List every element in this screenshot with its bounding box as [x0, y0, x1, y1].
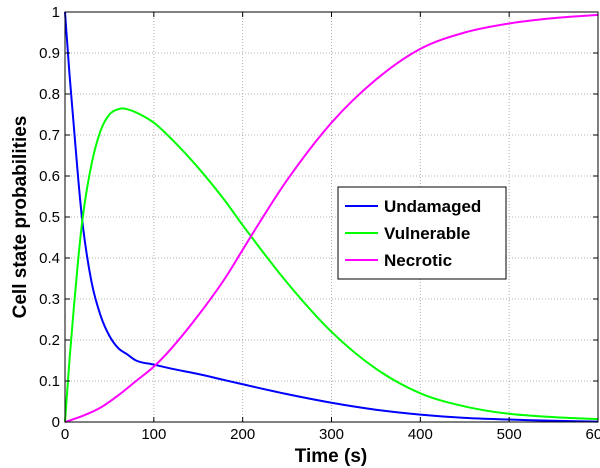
x-axis-label: Time (s)	[295, 446, 368, 467]
legend-label-vulnerable: Vulnerable	[384, 224, 470, 243]
y-tick-label: 0.8	[39, 86, 60, 103]
legend: Undamaged Vulnerable Necrotic	[337, 186, 507, 280]
series-layer	[64, 11, 599, 423]
x-tick-label: 100	[141, 426, 166, 443]
y-tick-label: 0.5	[39, 209, 60, 226]
y-tick-label: 0.4	[39, 250, 60, 267]
x-tick-label: 600	[585, 426, 600, 443]
y-tick-label: 0.9	[39, 45, 60, 62]
y-tick-label: 1	[52, 4, 60, 21]
x-tick-label: 500	[497, 426, 522, 443]
x-tick-label: 300	[319, 426, 344, 443]
x-tick-label: 200	[230, 426, 255, 443]
series-line-necrotic	[64, 13, 599, 423]
y-tick-label: 0.1	[39, 373, 60, 390]
x-tick-label: 400	[408, 426, 433, 443]
legend-label-necrotic: Necrotic	[384, 251, 452, 270]
y-tick-label: 0.2	[39, 332, 60, 349]
legend-label-undamaged: Undamaged	[384, 197, 481, 216]
tick-labels: 0 100 200 300 400 500 600 0 0.1 0.2 0.3 0.4 0.5 0.6 0.…	[39, 4, 600, 443]
y-tick-label: 0.7	[39, 127, 60, 144]
y-axis-label: Cell state probabilities	[10, 116, 31, 319]
y-tick-label: 0	[52, 414, 60, 431]
y-tick-label: 0.3	[39, 291, 60, 308]
series-line-vulnerable	[64, 107, 599, 423]
axis-ticks	[64, 11, 599, 423]
x-tick-label: 0	[61, 426, 69, 443]
y-tick-label: 0.6	[39, 168, 60, 185]
